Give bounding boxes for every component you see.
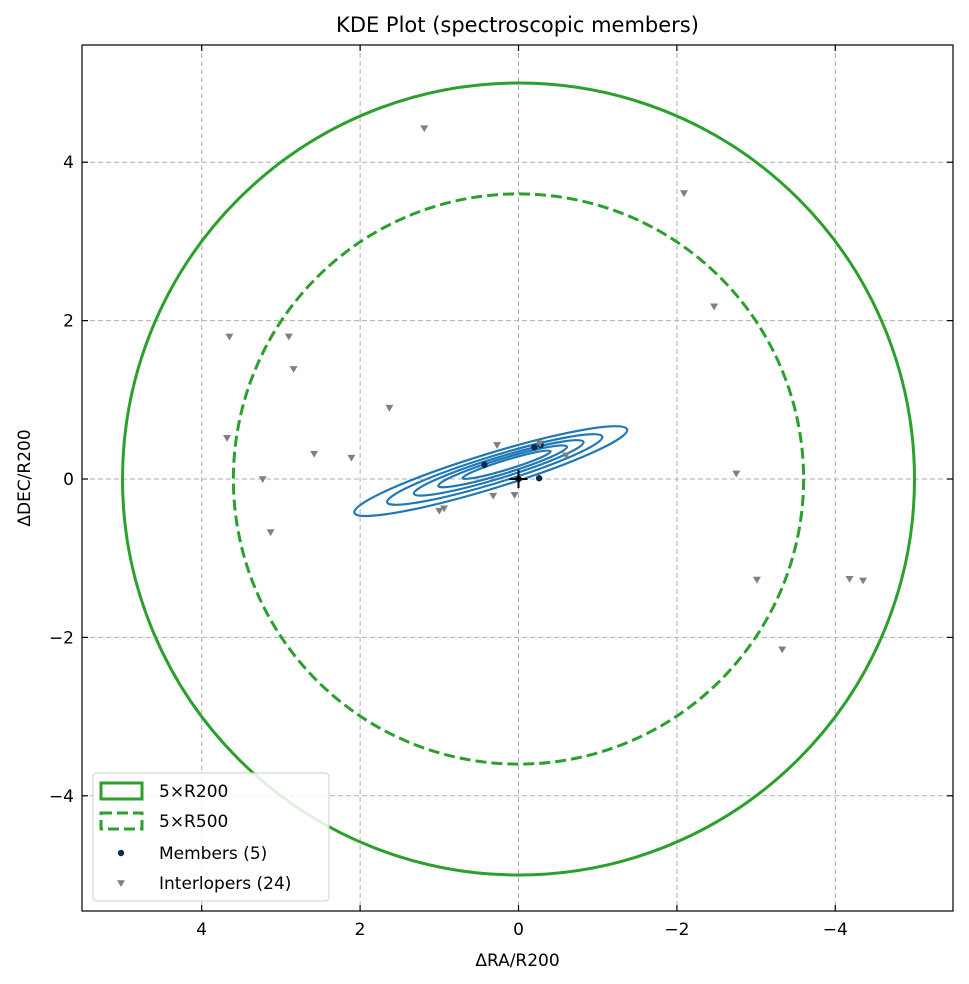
kde-contour <box>461 449 552 481</box>
y-tick-label: 2 <box>63 312 74 332</box>
kde-contour <box>353 425 629 518</box>
kde-contour <box>437 444 569 489</box>
legend-swatch-members <box>117 849 125 857</box>
legend-label: Members (5) <box>159 844 267 864</box>
interloper-point <box>347 454 356 462</box>
x-tick-label: 2 <box>355 920 366 940</box>
interloper-point <box>562 452 571 460</box>
interloper-point <box>310 450 319 458</box>
kde-contours <box>353 425 629 518</box>
legend-swatch-interlopers <box>117 880 125 887</box>
y-tick-label: −2 <box>49 628 74 648</box>
axis-ticks: 4 2 0 −2 −4 4 2 0 −2 −4 <box>49 45 953 940</box>
interloper-point <box>510 492 519 499</box>
legend: 5×R200 5×R500 Members (5) Interlopers (24) <box>92 772 330 902</box>
interloper-point <box>535 440 544 448</box>
legend-label: 5×R500 <box>159 812 228 832</box>
radius-circles <box>121 81 916 877</box>
plot-frame <box>81 44 954 912</box>
interloper-point <box>258 476 267 483</box>
r200-circle <box>121 81 916 877</box>
legend-label: 5×R200 <box>159 782 228 802</box>
x-tick-label: 4 <box>196 920 207 940</box>
interloper-point <box>493 442 502 449</box>
y-tick-label: 4 <box>63 153 74 173</box>
interloper-point <box>845 575 854 583</box>
chart-title: KDE Plot (spectroscopic members) <box>336 13 699 37</box>
member-point <box>481 461 488 468</box>
x-tick-label: −2 <box>664 920 689 940</box>
interloper-point <box>778 646 787 654</box>
x-axis-label: ΔRA/R200 <box>475 951 559 971</box>
x-tick-label: 0 <box>513 920 524 940</box>
member-point <box>531 444 538 451</box>
kde-contour <box>412 439 585 497</box>
interloper-point <box>223 435 232 442</box>
interloper-point <box>385 404 394 412</box>
interloper-point <box>435 507 444 515</box>
interloper-point <box>225 333 234 341</box>
legend-swatch-r200 <box>99 781 144 801</box>
interloper-point <box>489 492 498 500</box>
interloper-point <box>710 303 719 311</box>
interloper-point <box>680 190 689 198</box>
legend-label: Interlopers (24) <box>159 874 291 894</box>
interloper-point <box>440 505 449 513</box>
interloper-point <box>266 529 275 537</box>
interloper-point <box>284 333 293 341</box>
x-tick-label: −4 <box>823 920 848 940</box>
scatter-points <box>223 125 868 654</box>
member-point <box>535 475 543 482</box>
legend-swatch-r500 <box>99 811 144 831</box>
y-tick-label: −4 <box>49 787 74 807</box>
interloper-point <box>289 366 298 373</box>
r500-circle <box>231 192 806 766</box>
y-axis-label: ΔDEC/R200 <box>15 429 35 526</box>
kde-contour <box>386 433 604 506</box>
legend-box <box>92 772 330 902</box>
interloper-point <box>732 470 741 478</box>
interloper-point <box>420 125 429 133</box>
y-tick-label: 0 <box>63 470 74 490</box>
interloper-point <box>859 577 868 585</box>
grid <box>82 45 953 911</box>
interloper-point <box>752 576 761 584</box>
